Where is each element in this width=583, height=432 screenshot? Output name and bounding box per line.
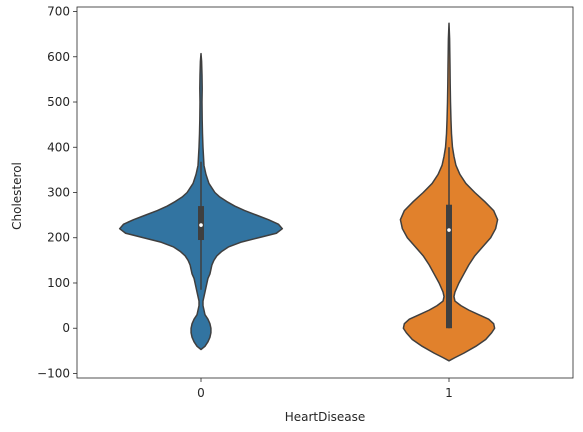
- x-axis-label: HeartDisease: [285, 410, 366, 424]
- plot-area: [118, 22, 499, 362]
- y-tick-label: 400: [47, 140, 70, 154]
- axes: −100 0 100 200 300 400 500 600 700 0 1: [37, 5, 574, 400]
- y-tick-label: 0: [62, 321, 70, 335]
- y-tick-label: −100: [37, 366, 70, 380]
- y-tick-label: 300: [47, 186, 70, 200]
- violin-iqr-box-1: [446, 204, 452, 329]
- x-tick-label: 1: [445, 386, 453, 400]
- violin-iqr-box-0: [198, 206, 204, 241]
- y-tick-label: 100: [47, 276, 70, 290]
- axes-frame: [76, 6, 574, 379]
- violin-median-0: [199, 223, 203, 227]
- y-tick-label: 600: [47, 50, 70, 64]
- x-tick-label: 0: [197, 386, 205, 400]
- y-tick-label: 500: [47, 95, 70, 109]
- y-axis-label: Cholesterol: [10, 162, 24, 230]
- y-tick-label: 200: [47, 231, 70, 245]
- violin-median-1: [447, 228, 451, 232]
- y-tick-label: 700: [47, 5, 70, 19]
